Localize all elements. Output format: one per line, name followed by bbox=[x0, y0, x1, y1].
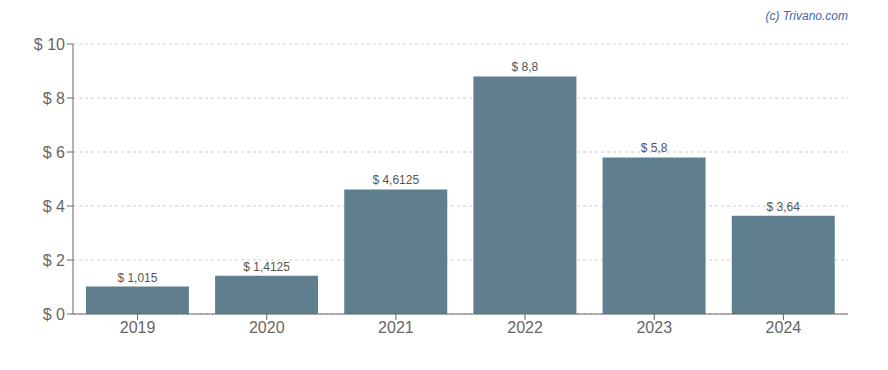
svg-text:$ 8,8: $ 8,8 bbox=[512, 60, 539, 74]
svg-text:$ 10: $ 10 bbox=[34, 36, 65, 53]
svg-text:2019: 2019 bbox=[120, 319, 156, 336]
svg-text:$ 4,6125: $ 4,6125 bbox=[372, 173, 419, 187]
svg-text:$ 0: $ 0 bbox=[43, 306, 65, 323]
svg-text:2021: 2021 bbox=[378, 319, 414, 336]
svg-text:$ 8: $ 8 bbox=[43, 90, 65, 107]
svg-text:2023: 2023 bbox=[636, 319, 672, 336]
svg-text:$ 2: $ 2 bbox=[43, 252, 65, 269]
svg-text:$ 1,4125: $ 1,4125 bbox=[243, 260, 290, 274]
svg-text:$ 1,015: $ 1,015 bbox=[117, 271, 157, 285]
svg-text:$ 3,64: $ 3,64 bbox=[767, 200, 801, 214]
svg-text:2024: 2024 bbox=[766, 319, 802, 336]
svg-text:$ 4: $ 4 bbox=[43, 198, 65, 215]
svg-text:2022: 2022 bbox=[507, 319, 543, 336]
svg-text:2020: 2020 bbox=[249, 319, 285, 336]
svg-text:$ 6: $ 6 bbox=[43, 144, 65, 161]
html-text:(c) Trivano.com: (c) Trivano.com bbox=[765, 9, 848, 23]
svg-text:$ 5,8: $ 5,8 bbox=[641, 141, 668, 155]
